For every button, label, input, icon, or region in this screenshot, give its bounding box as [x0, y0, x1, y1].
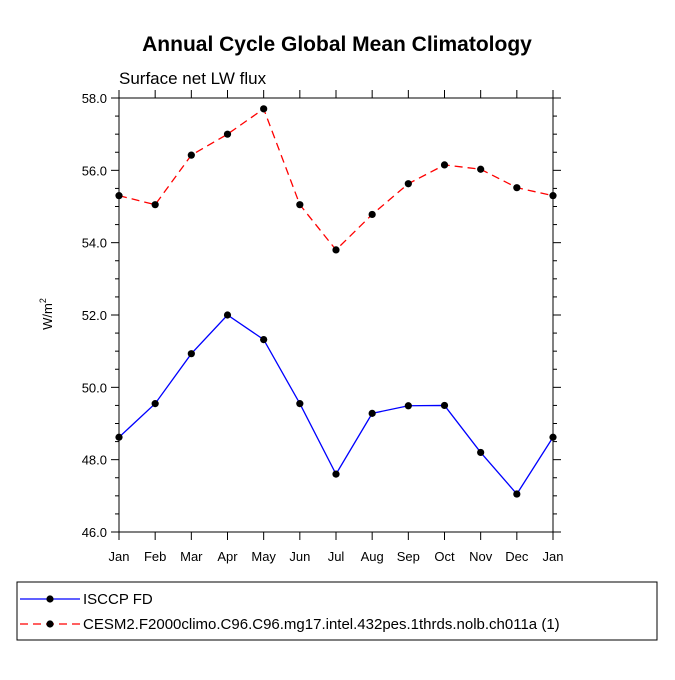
series-line-2 — [118, 107, 554, 251]
data-point — [404, 402, 412, 410]
x-tick-label: Feb — [144, 549, 166, 564]
data-point — [115, 433, 123, 441]
y-tick-label: 54.0 — [82, 236, 107, 251]
legend-marker-1 — [46, 595, 54, 603]
series-line-1 — [118, 314, 554, 496]
y-tick-label: 50.0 — [82, 380, 107, 395]
x-tick-label: Nov — [469, 549, 493, 564]
data-point — [477, 165, 485, 173]
data-point — [477, 448, 485, 457]
data-point — [513, 490, 521, 498]
y-tick-label: 46.0 — [82, 525, 107, 540]
data-point — [296, 201, 304, 209]
data-point — [404, 180, 412, 188]
data-point — [296, 400, 304, 408]
data-point — [151, 201, 159, 209]
data-point — [440, 401, 449, 410]
y-axis-label-main: W/m — [40, 303, 55, 330]
data-point — [549, 192, 557, 200]
svg-text:W/m2: W/m2 — [38, 298, 55, 330]
x-tick-label: Jan — [543, 549, 564, 564]
plot-frame — [118, 97, 554, 533]
x-tick-label: Mar — [180, 549, 203, 564]
chart-subtitle: Surface net LW flux — [119, 69, 267, 88]
y-tick-label: 56.0 — [82, 163, 107, 178]
data-point — [513, 184, 521, 192]
chart-title: Annual Cycle Global Mean Climatology — [142, 33, 532, 56]
x-tick-label: Jun — [289, 549, 310, 564]
data-point — [260, 105, 268, 113]
legend: ISCCP FD CESM2.F2000climo.C96.C96.mg17.in… — [16, 581, 658, 641]
data-point — [368, 409, 376, 417]
x-tick-label: Jul — [328, 549, 345, 564]
x-tick-label: May — [251, 549, 276, 564]
data-point — [187, 350, 195, 358]
x-tick-label: Dec — [505, 549, 529, 564]
y-tick-label: 48.0 — [82, 453, 107, 468]
y-axis-label-sup: 2 — [38, 298, 48, 303]
legend-marker-2 — [46, 620, 54, 628]
data-point — [151, 400, 159, 408]
x-tick-label: Sep — [397, 549, 420, 564]
y-tick-label: 58.0 — [82, 91, 107, 106]
data-point — [440, 161, 449, 169]
data-point — [368, 210, 376, 219]
plot-area: 46.0 48.0 50.0 52.0 54.0 56.0 58.0 Jan Feb Mar Apr… — [82, 90, 564, 564]
data-point — [223, 130, 232, 138]
data-point — [549, 433, 557, 441]
legend-label-2: CESM2.F2000climo.C96.C96.mg17.intel.432p… — [83, 616, 560, 633]
x-tick-label: Aug — [361, 549, 384, 564]
data-point — [260, 335, 268, 344]
y-tick-label: 52.0 — [82, 308, 107, 323]
legend-box — [16, 581, 658, 641]
x-tick-label: Apr — [217, 549, 238, 564]
x-tick-label: Oct — [434, 549, 455, 564]
data-point — [115, 192, 123, 200]
data-point — [187, 151, 195, 159]
data-point — [223, 311, 232, 319]
data-point — [332, 470, 340, 478]
x-tick-label: Jan — [109, 549, 130, 564]
y-axis-label: W/m2 — [38, 298, 55, 330]
legend-label-1: ISCCP FD — [83, 591, 153, 608]
data-point — [332, 246, 340, 254]
